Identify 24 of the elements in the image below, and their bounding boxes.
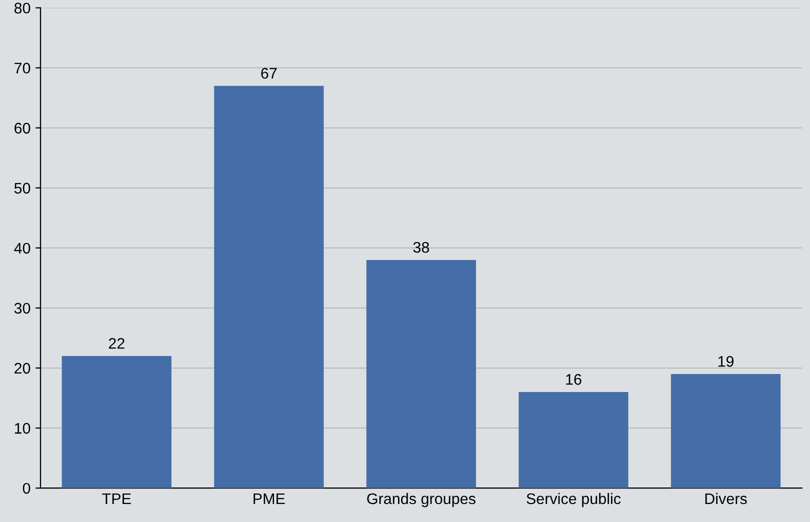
y-tick-label: 20 <box>14 362 30 374</box>
y-tick-label: 30 <box>14 302 30 314</box>
bar <box>62 356 172 488</box>
y-tick-label: 40 <box>14 242 30 254</box>
data-label: 38 <box>413 242 430 253</box>
data-label: 16 <box>566 374 582 385</box>
x-tick-label: PME <box>254 493 285 504</box>
data-label: 22 <box>108 338 124 349</box>
y-tick-label: 50 <box>14 182 30 194</box>
y-tick-label: 0 <box>22 482 30 494</box>
bar <box>670 374 781 488</box>
y-tick-label: 80 <box>14 2 30 14</box>
bar <box>366 260 476 488</box>
y-tick-label: 60 <box>14 122 30 134</box>
bar <box>518 392 628 488</box>
y-tick-label: 10 <box>14 422 30 434</box>
x-tick-label: TPE <box>102 493 131 504</box>
x-tick-label: Divers <box>705 492 747 504</box>
y-tick-label: 70 <box>14 62 30 74</box>
data-label: 19 <box>718 356 734 367</box>
x-tick-label: Grands groupes <box>367 492 476 508</box>
data-label: 67 <box>261 68 277 79</box>
bar <box>214 86 324 488</box>
x-tick-label: Service public <box>526 492 621 508</box>
